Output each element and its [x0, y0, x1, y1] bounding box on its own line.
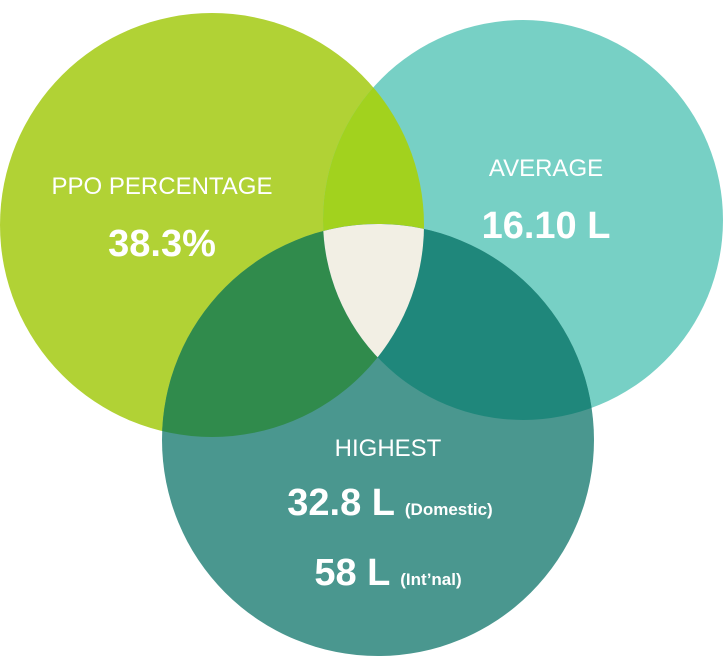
label: HIGHEST: [335, 435, 442, 462]
overlap-left-bottom: [162, 224, 424, 437]
value-line: 58 L (Int’nal): [314, 552, 461, 594]
value-line: 32.8 L (Domestic): [287, 482, 492, 524]
label: PPO PERCENTAGE: [52, 173, 273, 200]
label: AVERAGE: [489, 155, 603, 182]
overlap-right-bottom: [323, 224, 594, 420]
note: (Domestic): [405, 500, 493, 519]
value: 58 L: [314, 552, 390, 594]
value: 38.3%: [108, 223, 216, 265]
note: (Int’nal): [400, 570, 461, 589]
value: 32.8 L: [287, 482, 395, 524]
value: 16.10 L: [482, 205, 611, 247]
